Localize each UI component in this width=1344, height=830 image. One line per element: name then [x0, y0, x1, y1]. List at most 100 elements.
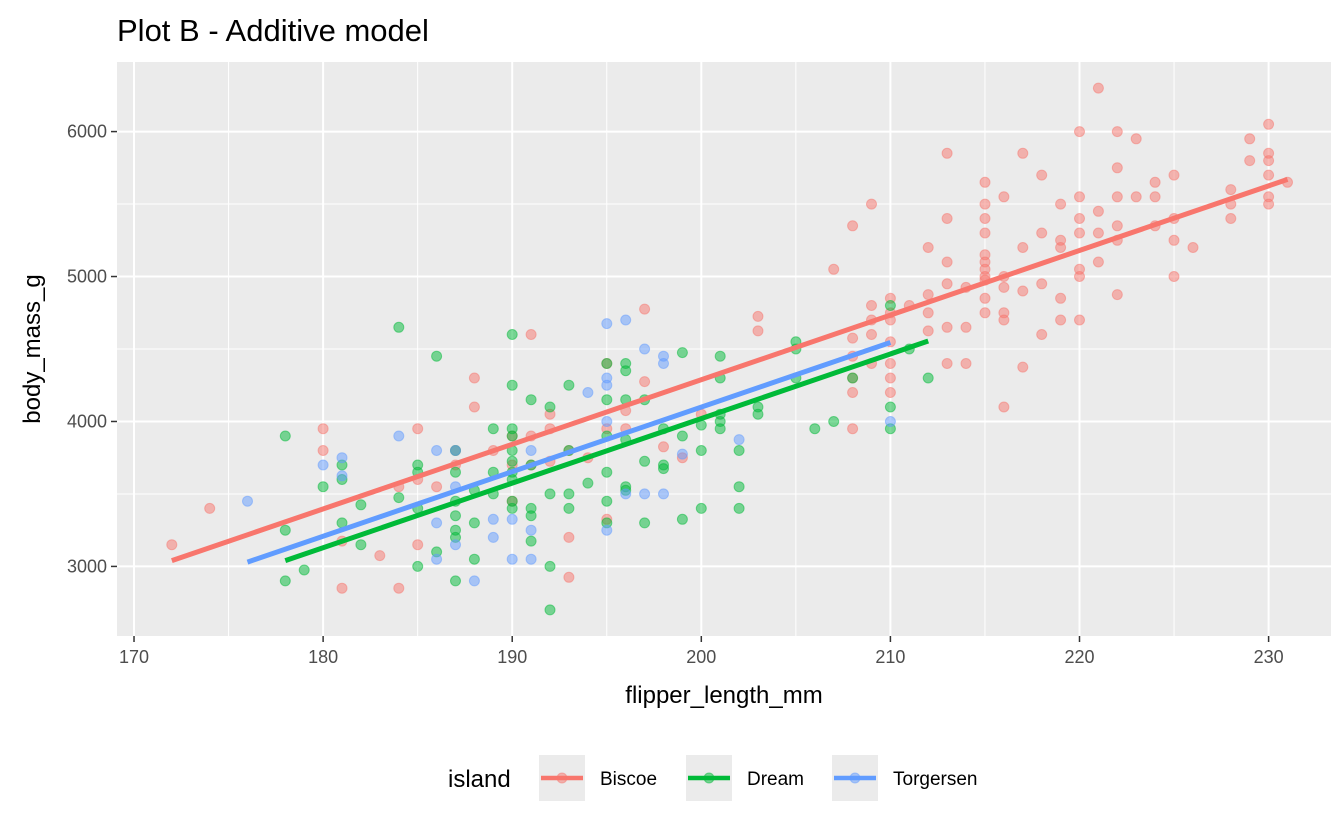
data-point-biscoe: [998, 191, 1010, 203]
data-point-biscoe: [1111, 289, 1123, 301]
legend-label: Dream: [747, 769, 804, 790]
data-point-biscoe: [1263, 118, 1275, 130]
data-point-torgersen: [506, 513, 518, 525]
data-point-dream: [279, 524, 291, 536]
data-point-torgersen: [525, 553, 537, 565]
data-point-biscoe: [1074, 126, 1085, 138]
data-point-dream: [563, 488, 575, 500]
data-point-dream: [450, 466, 461, 478]
data-point-dream: [525, 535, 537, 547]
data-point-dream: [620, 365, 632, 377]
data-point-biscoe: [317, 423, 329, 435]
data-point-biscoe: [866, 198, 877, 210]
data-point-biscoe: [979, 307, 991, 319]
data-point-biscoe: [1055, 292, 1067, 304]
data-point-dream: [922, 372, 934, 384]
data-point-torgersen: [601, 416, 613, 427]
data-point-biscoe: [1263, 169, 1275, 181]
data-point-dream: [506, 430, 518, 442]
data-point-dream: [450, 575, 461, 587]
data-point-torgersen: [506, 553, 518, 565]
data-point-dream: [393, 321, 405, 333]
data-point-dream: [487, 423, 499, 435]
data-point-biscoe: [1149, 176, 1161, 188]
data-point-biscoe: [1017, 242, 1029, 253]
data-point-biscoe: [1036, 278, 1048, 290]
fit-line-torgersen: [246, 340, 892, 565]
data-point-dream: [506, 502, 518, 514]
y-tick-label: 6000: [67, 122, 107, 142]
data-point-dream: [544, 401, 556, 413]
data-point-biscoe: [1111, 162, 1123, 174]
data-point-torgersen: [639, 343, 651, 355]
y-tick-label: 5000: [67, 267, 107, 287]
data-point-biscoe: [1111, 220, 1123, 232]
data-point-torgersen: [601, 379, 613, 391]
data-point-torgersen: [487, 531, 499, 543]
data-point-biscoe: [922, 242, 934, 253]
data-point-torgersen: [525, 524, 537, 536]
data-point-dream: [639, 517, 651, 529]
data-point-biscoe: [1055, 242, 1067, 253]
data-point-biscoe: [998, 314, 1010, 326]
data-point-biscoe: [998, 281, 1010, 293]
data-point-biscoe: [1130, 133, 1142, 145]
data-point-biscoe: [922, 325, 934, 337]
data-point-dream: [658, 463, 669, 475]
data-point-dream: [544, 604, 556, 616]
legend-label: Biscoe: [600, 769, 657, 790]
data-point-torgersen: [582, 387, 594, 398]
data-point-biscoe: [658, 441, 669, 453]
data-point-dream: [468, 517, 480, 529]
data-point-biscoe: [1187, 242, 1199, 253]
legend: island Biscoe Dream Torgersen: [448, 755, 978, 801]
data-point-torgersen: [525, 445, 537, 456]
y-axis-title: body_mass_g: [19, 274, 46, 423]
data-point-dream: [298, 564, 310, 576]
data-point-dream: [695, 445, 707, 456]
data-point-dream: [412, 560, 424, 572]
data-point-torgersen: [468, 575, 480, 587]
data-point-biscoe: [1168, 234, 1180, 246]
data-point-dream: [676, 430, 688, 442]
data-point-torgersen: [639, 488, 651, 500]
data-point-biscoe: [847, 387, 859, 398]
data-point-torgersen: [393, 430, 405, 442]
data-point-biscoe: [639, 376, 651, 388]
data-point-biscoe: [866, 329, 877, 340]
legend-item-torgersen: Torgersen: [832, 755, 978, 801]
data-point-biscoe: [374, 550, 386, 562]
data-point-biscoe: [1074, 213, 1085, 224]
data-point-dream: [544, 560, 556, 572]
data-point-biscoe: [884, 387, 896, 398]
data-point-torgersen: [336, 470, 348, 482]
x-tick-label: 210: [875, 647, 905, 667]
legend-key-point: [556, 772, 568, 784]
data-point-biscoe: [979, 213, 991, 224]
data-point-biscoe: [1092, 227, 1104, 239]
data-point-biscoe: [525, 329, 537, 340]
data-point-dream: [601, 394, 613, 406]
data-point-biscoe: [1111, 126, 1123, 138]
data-point-torgersen: [450, 445, 461, 456]
data-point-dream: [393, 492, 405, 504]
data-point-biscoe: [847, 220, 859, 232]
data-point-biscoe: [941, 256, 953, 268]
x-tick-label: 220: [1064, 647, 1094, 667]
data-point-biscoe: [1055, 314, 1067, 326]
data-point-dream: [355, 499, 367, 511]
x-tick-label: 180: [308, 647, 338, 667]
data-point-biscoe: [1074, 314, 1085, 326]
data-point-torgersen: [431, 445, 443, 456]
data-point-biscoe: [979, 227, 991, 239]
data-point-biscoe: [1263, 155, 1275, 167]
x-axis: 170 180 190 200 210 220 230: [119, 636, 1284, 667]
data-point-biscoe: [1074, 191, 1085, 203]
data-point-dream: [355, 539, 367, 551]
data-point-torgersen: [601, 318, 613, 330]
data-point-biscoe: [1244, 155, 1256, 167]
data-point-dream: [714, 423, 726, 435]
data-point-dream: [506, 329, 518, 340]
data-point-dream: [752, 408, 764, 420]
data-point-biscoe: [412, 539, 424, 551]
